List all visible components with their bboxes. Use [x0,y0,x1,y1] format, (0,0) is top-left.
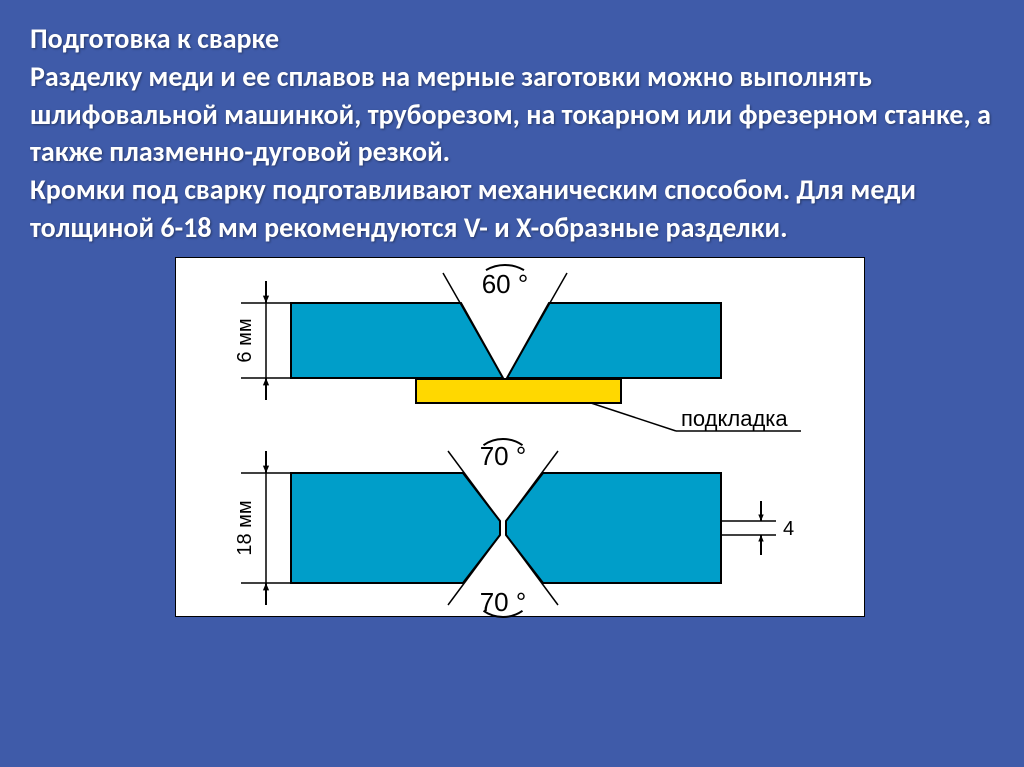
svg-text:70 °: 70 ° [480,441,527,471]
slide-title: Подготовка к сварке [30,20,994,58]
svg-text:6 мм: 6 мм [234,318,256,362]
svg-text:60 °: 60 ° [482,269,529,299]
slide-p2: Кромки под сварку подготавливают механич… [30,171,994,247]
svg-text:70 °: 70 ° [480,587,527,617]
svg-text:4: 4 [783,518,794,540]
svg-text:18 мм: 18 мм [234,500,256,555]
svg-text:подкладка: подкладка [681,406,788,431]
welding-diagram: 60 ° 6 мм подкладка 70 ° 70 ° 18 мм 4 [175,257,865,617]
diagram-svg: 60 ° 6 мм подкладка 70 ° 70 ° 18 мм 4 [176,258,866,618]
slide-p1: Разделку меди и ее сплавов на мерные заг… [30,58,994,171]
slide-text: Подготовка к сварке Разделку меди и ее с… [0,0,1024,257]
